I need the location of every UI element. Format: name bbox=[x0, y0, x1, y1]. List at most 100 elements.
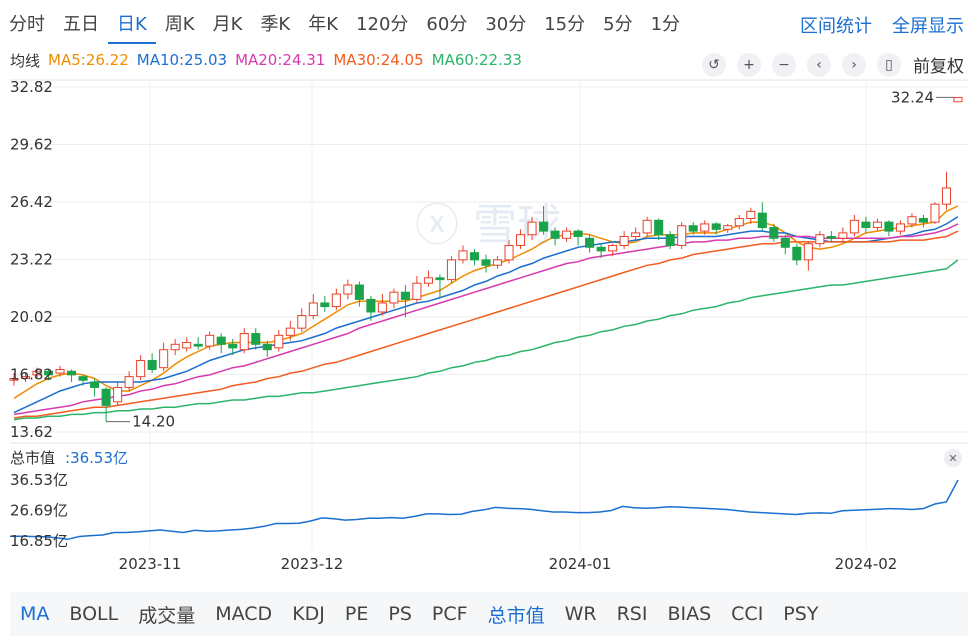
tab-yearly-k[interactable]: 年K bbox=[308, 14, 339, 35]
candle bbox=[9, 373, 19, 386]
candle bbox=[550, 227, 560, 246]
candle bbox=[331, 288, 341, 311]
fullscreen-link[interactable]: 全屏显示 bbox=[892, 16, 964, 37]
candle bbox=[182, 337, 192, 352]
market-cap-tick-label: 36.53亿 bbox=[10, 471, 68, 489]
zoom-in-icon[interactable]: + bbox=[737, 52, 761, 77]
tab-monthly-k[interactable]: 月K bbox=[212, 14, 243, 35]
candle bbox=[642, 216, 652, 237]
price-adjust-toggle[interactable]: 前复权 bbox=[913, 57, 964, 77]
indicator-pe[interactable]: PE bbox=[344, 603, 369, 625]
candle bbox=[895, 220, 905, 235]
candle bbox=[907, 213, 917, 228]
candle bbox=[711, 222, 721, 235]
close-icon[interactable]: ✕ bbox=[944, 449, 962, 467]
undo-icon[interactable]: ↺ bbox=[702, 52, 726, 77]
candle bbox=[723, 223, 733, 233]
indicator-bias[interactable]: BIAS bbox=[667, 603, 712, 625]
indicator-cci[interactable]: CCI bbox=[731, 603, 764, 625]
indicator-boll[interactable]: BOLL bbox=[69, 603, 119, 625]
ma-lines bbox=[13, 205, 959, 421]
zoom-out-icon[interactable]: − bbox=[772, 52, 796, 77]
ma-legend-title: 均线 bbox=[10, 51, 41, 70]
market-cap-tick-label: 26.69亿 bbox=[10, 502, 68, 520]
tab-15min[interactable]: 15分 bbox=[544, 14, 586, 35]
candle bbox=[665, 231, 675, 250]
range-stats-link[interactable]: 区间统计 bbox=[800, 16, 872, 37]
axis-labels: 32.82 29.62 26.42 23.22 20.02 16.82 13.62 2023-… bbox=[10, 78, 954, 573]
candle bbox=[930, 202, 940, 224]
candle bbox=[32, 367, 42, 379]
tab-intraday[interactable]: 分时 bbox=[9, 14, 45, 35]
candle bbox=[285, 320, 295, 341]
tab-60min[interactable]: 60分 bbox=[426, 14, 468, 35]
date-tick-label: 2024-02 bbox=[835, 555, 898, 573]
tab-weekly-k[interactable]: 周K bbox=[164, 14, 195, 35]
indicator-wr[interactable]: WR bbox=[564, 603, 597, 625]
indicator-volume[interactable]: 成交量 bbox=[138, 604, 196, 627]
tab-five-day[interactable]: 五日 bbox=[63, 14, 99, 35]
candle-style-icon[interactable]: ▯ bbox=[877, 52, 901, 77]
indicator-ma[interactable]: MA bbox=[20, 603, 50, 625]
date-tick-label: 2023-12 bbox=[281, 555, 344, 573]
watermark-logo: ⓧ 雪球 bbox=[415, 200, 561, 251]
candle bbox=[136, 355, 146, 381]
candle bbox=[44, 369, 54, 381]
price-tick-label: 26.42 bbox=[10, 193, 53, 211]
candle bbox=[170, 338, 180, 356]
candle bbox=[377, 294, 387, 316]
scroll-left-icon[interactable]: ‹ bbox=[807, 52, 831, 77]
candle bbox=[400, 285, 410, 318]
candle bbox=[884, 220, 894, 237]
candle bbox=[815, 231, 825, 248]
candle bbox=[412, 276, 422, 303]
candle bbox=[297, 308, 307, 332]
indicator-rsi[interactable]: RSI bbox=[616, 603, 648, 625]
price-tick-label: 20.02 bbox=[10, 308, 53, 326]
candle bbox=[596, 243, 606, 259]
kline-chart[interactable]: ⓧ 雪球 32.82 29.62 26.42 23.22 20.02 16.82 13.62… bbox=[0, 0, 978, 592]
indicator-macd[interactable]: MACD bbox=[215, 603, 273, 625]
price-tick-label: 32.82 bbox=[10, 78, 53, 96]
ma30-value: MA30:24.05 bbox=[333, 51, 424, 69]
indicator-pcf[interactable]: PCF bbox=[431, 603, 468, 625]
candle bbox=[619, 231, 629, 250]
ma20-value: MA20:24.31 bbox=[235, 51, 326, 69]
market-cap-chart bbox=[10, 479, 959, 541]
market-cap-header: 总市值:36.53亿 bbox=[10, 447, 128, 468]
candle bbox=[435, 274, 445, 298]
candle bbox=[838, 227, 848, 242]
ma-line-ma60 bbox=[13, 259, 959, 421]
indicator-ps[interactable]: PS bbox=[388, 603, 412, 625]
tab-120min[interactable]: 120分 bbox=[356, 14, 409, 35]
candle bbox=[124, 371, 134, 392]
indicator-psy[interactable]: PSY bbox=[783, 603, 819, 625]
tab-5min[interactable]: 5分 bbox=[603, 14, 633, 35]
price-tick-label: 16.82 bbox=[10, 366, 53, 384]
candle bbox=[389, 288, 399, 309]
candle bbox=[228, 338, 238, 356]
candle bbox=[872, 218, 882, 232]
tab-1min[interactable]: 1分 bbox=[650, 14, 681, 35]
candle bbox=[573, 229, 583, 246]
low-price-label: 14.20 bbox=[132, 413, 175, 431]
candle bbox=[320, 295, 330, 312]
candle bbox=[308, 294, 318, 320]
price-tick-label: 23.22 bbox=[10, 251, 53, 269]
indicator-kdj[interactable]: KDJ bbox=[292, 603, 325, 625]
tab-30min[interactable]: 30分 bbox=[485, 14, 527, 35]
candle bbox=[78, 374, 88, 386]
candle bbox=[366, 295, 376, 321]
tab-daily-k[interactable]: 日K bbox=[108, 6, 156, 44]
tab-quarterly-k[interactable]: 季K bbox=[260, 14, 291, 35]
candle bbox=[516, 229, 526, 250]
chart-toolbar: ↺ + − ‹ › ▯ 前复权 bbox=[691, 52, 964, 77]
candle bbox=[677, 222, 687, 250]
scroll-right-icon[interactable]: › bbox=[842, 52, 866, 77]
candle bbox=[861, 216, 871, 233]
ma60-value: MA60:22.33 bbox=[431, 51, 522, 69]
candle bbox=[562, 227, 572, 242]
indicator-market-cap[interactable]: 总市值 bbox=[487, 604, 545, 627]
candle bbox=[20, 373, 31, 383]
price-tick-label: 13.62 bbox=[10, 423, 53, 441]
